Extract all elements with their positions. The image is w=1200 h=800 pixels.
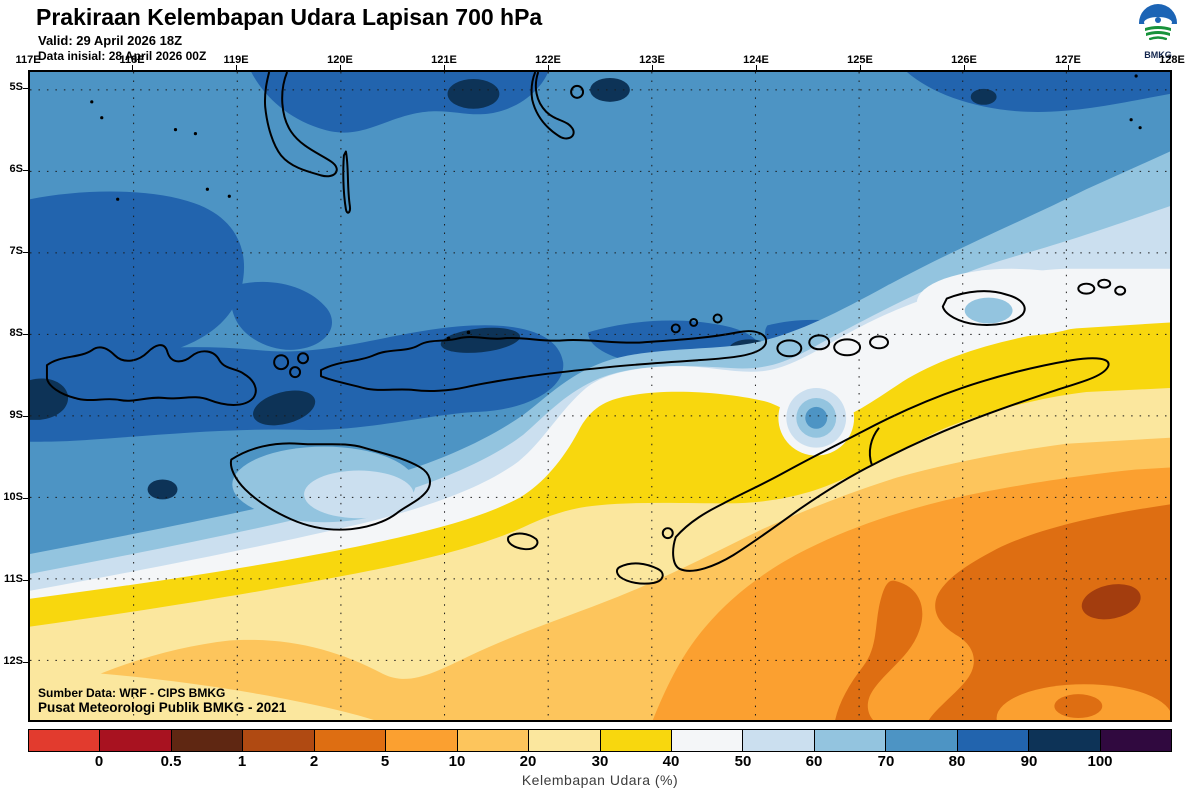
lon-tick-label: 120E: [327, 54, 353, 66]
lon-tick-label: 127E: [1055, 54, 1081, 66]
colorbar-segment: [599, 730, 671, 751]
colorbar-segment: [742, 730, 814, 751]
colorbar-segment: [670, 730, 743, 751]
lon-tick-label: 128E: [1159, 54, 1185, 66]
graticule: [30, 72, 1170, 720]
humidity-2-5-spot: [1054, 694, 1103, 719]
colorbar-tick: 40: [662, 753, 680, 770]
colorbar-tick: 100: [1087, 753, 1113, 770]
lon-tick-label: 119E: [223, 54, 249, 66]
colorbar-segment: [1099, 730, 1171, 751]
humidity-contour-map: Sumber Data: WRF - CIPS BMKG Pusat Meteo…: [28, 70, 1172, 722]
colorbar-tick: 0: [94, 753, 104, 770]
lat-tick-label: 10S: [3, 491, 23, 503]
bmkg-logo-text: BMKG: [1144, 50, 1172, 60]
colorbar-segment: [170, 730, 243, 751]
colorbar-segment: [1028, 730, 1100, 751]
lat-tick-label: 6S: [9, 163, 23, 175]
colorbar-segment: [313, 730, 386, 751]
local-patches: [232, 268, 1157, 523]
lat-tick-label: 5S: [9, 81, 23, 93]
colorbar-segment: [242, 730, 314, 751]
colorbar-segment: [956, 730, 1029, 751]
colorbar-tick: 5: [380, 753, 390, 770]
colorbar-segment: [813, 730, 886, 751]
init-time-label: Data inisial: 28 April 2026 00Z: [38, 49, 207, 63]
colorbar-tick: 0.5: [160, 753, 182, 770]
lon-tick-label: 123E: [639, 54, 665, 66]
lat-tick-label: 12S: [3, 655, 23, 667]
bmkg-logo: BMKG: [1132, 2, 1184, 60]
coastlines: [45, 72, 1127, 585]
humidity-2-5-patches: [835, 504, 1170, 720]
colorbar-tick: 90: [1020, 753, 1038, 770]
colorbar-segment: [456, 730, 529, 751]
colorbar-segment: [528, 730, 600, 751]
contour-fill-layers: [30, 72, 1170, 720]
colorbar-segment: [885, 730, 957, 751]
valid-time-label: Valid: 29 April 2026 18Z: [38, 33, 183, 48]
humidity-20-30-corner: [30, 668, 374, 720]
lon-tick-label: 122E: [535, 54, 561, 66]
lat-tick-label: 8S: [9, 327, 23, 339]
lat-tick-label: 9S: [9, 409, 23, 421]
colorbar-tick: 70: [877, 753, 895, 770]
colorbar-segment: [385, 730, 457, 751]
islet-dots: [90, 74, 1142, 341]
source-data-label: Sumber Data: WRF - CIPS BMKG: [38, 686, 226, 700]
colorbar-tick: 80: [948, 753, 966, 770]
lat-tick-label: 7S: [9, 245, 23, 257]
lon-tick-label: 125E: [847, 54, 873, 66]
lon-tick-label: 124E: [743, 54, 769, 66]
colorbar-tick: 10: [448, 753, 466, 770]
colorbar-tick: 50: [734, 753, 752, 770]
colorbar-tick: 1: [237, 753, 247, 770]
humidity-1-2-spot: [1081, 584, 1141, 620]
humidity-colorbar: [28, 729, 1172, 752]
colorbar-tick: 30: [591, 753, 609, 770]
lon-tick-label: 121E: [431, 54, 457, 66]
colorbar-tick: 2: [309, 753, 319, 770]
lat-tick-label: 11S: [4, 573, 23, 585]
colorbar-tick: 20: [519, 753, 537, 770]
publisher-label: Pusat Meteorologi Publik BMKG - 2021: [38, 700, 287, 715]
lon-tick-label: 117E: [15, 54, 41, 66]
page-title: Prakiraan Kelembapan Udara Lapisan 700 h…: [36, 4, 543, 30]
colorbar-tick: 60: [805, 753, 823, 770]
colorbar-segment: [29, 730, 100, 751]
lon-tick-label: 126E: [951, 54, 977, 66]
lon-tick-label: 118E: [119, 54, 145, 66]
colorbar-caption: Kelembapan Udara (%): [521, 772, 679, 788]
colorbar-segment: [99, 730, 171, 751]
bmkg-logo-icon: [1139, 4, 1177, 42]
